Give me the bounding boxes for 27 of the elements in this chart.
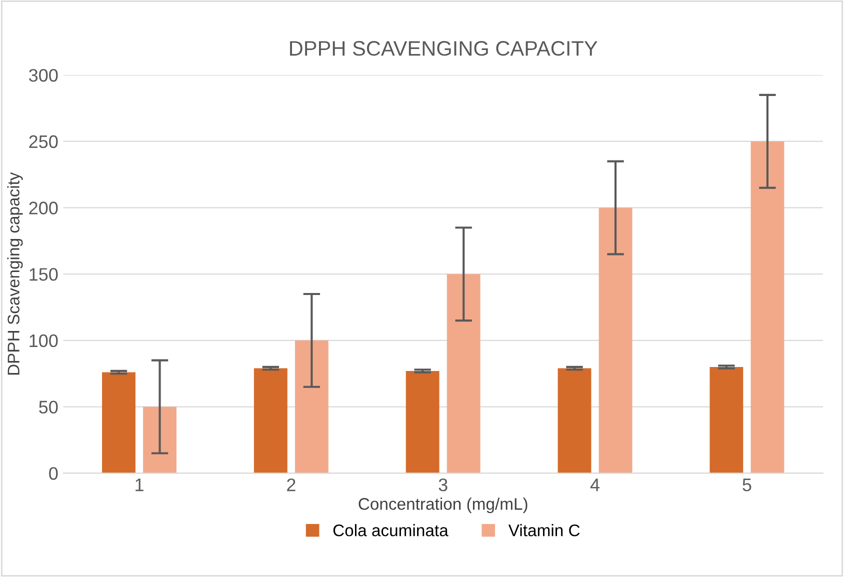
y-tick-label: 300 bbox=[29, 68, 58, 82]
y-axis-title: DPPH Scavenging capacity bbox=[7, 172, 23, 375]
y-tick-label: 0 bbox=[49, 467, 58, 480]
bar bbox=[294, 340, 328, 474]
x-tick-label: 5 bbox=[742, 478, 752, 492]
bar bbox=[598, 208, 632, 474]
y-tick-label: 250 bbox=[29, 135, 58, 148]
bar bbox=[750, 141, 784, 474]
x-tick-label: 3 bbox=[438, 478, 448, 492]
legend-label: Vitamin C bbox=[508, 524, 580, 536]
x-tick-label: 1 bbox=[136, 478, 144, 492]
legend-label: Cola acuminata bbox=[333, 524, 448, 536]
bar bbox=[558, 368, 592, 474]
bar bbox=[143, 406, 176, 474]
bar bbox=[710, 366, 744, 474]
y-tick-label: 200 bbox=[29, 202, 58, 214]
bar bbox=[102, 372, 136, 474]
x-tick-label: 2 bbox=[287, 478, 296, 492]
y-tick-label: 50 bbox=[39, 400, 58, 414]
bar bbox=[446, 274, 480, 474]
x-tick-label: 4 bbox=[590, 478, 600, 492]
x-axis-title: Concentration (mg/mL) bbox=[358, 498, 528, 514]
bar bbox=[406, 370, 440, 474]
bar bbox=[254, 368, 288, 474]
chart-title: DPPH SCAVENGING CAPACITY bbox=[290, 41, 598, 56]
y-tick-label: 100 bbox=[30, 334, 58, 348]
y-tick-label: 150 bbox=[30, 268, 58, 281]
